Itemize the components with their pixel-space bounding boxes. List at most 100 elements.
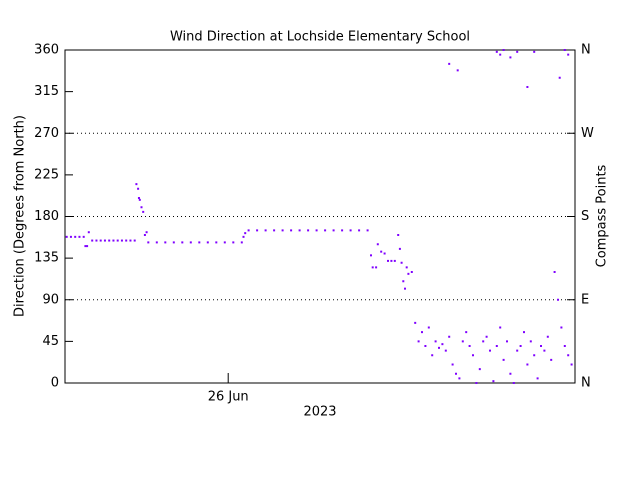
point <box>451 363 454 366</box>
point <box>512 382 515 384</box>
point <box>103 239 106 242</box>
point <box>489 349 491 352</box>
point <box>546 335 549 338</box>
point <box>448 335 451 338</box>
point <box>87 231 90 234</box>
y2-axis-label: Compass Points <box>595 164 610 267</box>
point <box>137 187 140 190</box>
point <box>307 229 310 232</box>
point <box>155 241 158 244</box>
point <box>533 354 536 357</box>
y-tick-label: 315 <box>34 84 59 99</box>
point <box>116 239 119 242</box>
point <box>172 241 175 244</box>
point <box>349 229 352 232</box>
x-axis-label: 2023 <box>303 405 336 420</box>
y-tick-label: 45 <box>42 334 59 349</box>
point <box>290 229 293 232</box>
point <box>529 340 532 343</box>
point <box>108 239 111 242</box>
point <box>563 49 566 51</box>
point <box>99 239 102 242</box>
y2-tick-label: N <box>581 376 591 391</box>
point <box>371 266 374 269</box>
point <box>164 241 167 244</box>
point <box>324 229 327 232</box>
point <box>247 229 250 232</box>
point <box>499 53 502 56</box>
y2-tick-label: E <box>581 292 589 307</box>
point <box>560 326 563 329</box>
y-axis-label: Direction (Degrees from North) <box>13 115 28 317</box>
point <box>472 354 474 357</box>
point <box>526 86 529 88</box>
x-tick-label: 26 Jun <box>208 390 249 405</box>
point <box>142 210 145 213</box>
point <box>550 358 553 361</box>
point <box>273 229 276 232</box>
point <box>421 331 423 334</box>
point <box>215 241 218 244</box>
point <box>129 239 132 242</box>
point <box>137 197 140 199</box>
point <box>383 252 386 255</box>
y2-tick-label: S <box>581 209 589 224</box>
y-tick-label: 180 <box>34 209 59 224</box>
point <box>458 377 461 380</box>
point <box>405 266 408 269</box>
point <box>482 340 485 343</box>
point <box>145 231 148 234</box>
point <box>506 340 508 343</box>
point <box>398 247 401 250</box>
point <box>424 345 427 347</box>
point <box>402 280 405 283</box>
point <box>341 229 344 232</box>
point <box>536 377 539 380</box>
y-tick-label: 225 <box>34 167 59 182</box>
point <box>448 62 451 65</box>
y2-tick-label: N <box>581 43 591 58</box>
point <box>298 229 301 232</box>
point <box>240 241 243 244</box>
point <box>485 335 488 338</box>
point <box>516 50 519 53</box>
point <box>414 321 417 324</box>
point <box>502 49 505 51</box>
point <box>563 345 566 347</box>
point <box>375 266 378 269</box>
point <box>417 340 420 343</box>
point <box>519 345 522 347</box>
point <box>400 261 403 264</box>
point <box>558 76 561 79</box>
point <box>91 239 94 242</box>
point <box>427 326 430 329</box>
point <box>74 235 77 238</box>
point <box>315 229 318 232</box>
point <box>475 382 478 384</box>
point <box>140 206 143 209</box>
point <box>370 254 372 257</box>
point <box>120 239 123 242</box>
point <box>438 346 440 349</box>
point <box>112 239 115 242</box>
point <box>78 235 81 238</box>
point <box>478 368 481 371</box>
point <box>499 326 502 329</box>
point <box>95 239 98 242</box>
point <box>135 183 138 186</box>
point <box>441 343 444 346</box>
point <box>431 354 434 357</box>
point <box>147 241 150 244</box>
point <box>567 53 570 56</box>
point <box>358 229 361 232</box>
point <box>206 241 209 244</box>
point <box>366 229 369 232</box>
point <box>456 69 459 72</box>
point <box>461 340 464 343</box>
point <box>495 345 498 347</box>
point <box>84 245 87 248</box>
point <box>570 363 573 366</box>
point <box>244 232 247 235</box>
point <box>404 287 406 290</box>
